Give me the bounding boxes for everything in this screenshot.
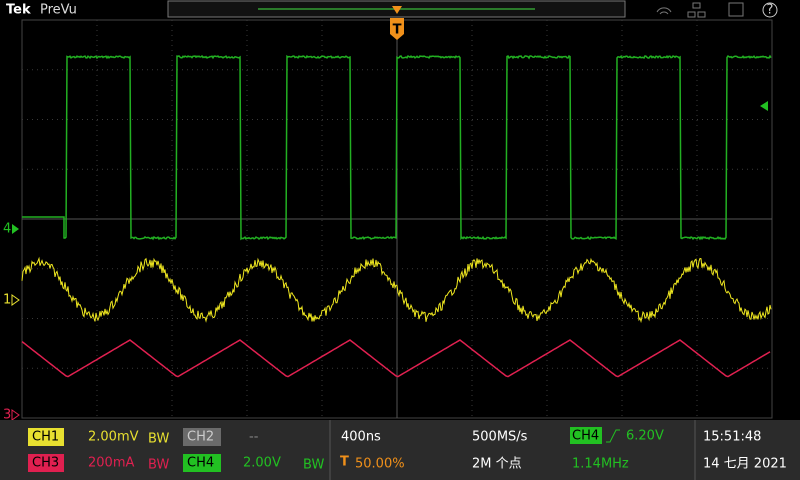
ch3-label: CH3 — [32, 456, 59, 471]
trigger-source: CH4 — [572, 429, 599, 444]
trigger-position-icon: T — [340, 455, 349, 470]
ch1-marker[interactable]: 1 — [3, 293, 11, 308]
ch3-badge[interactable] — [28, 454, 64, 472]
ch4-trace — [22, 54, 772, 241]
trigger-position-marker[interactable] — [390, 18, 404, 40]
trigger-source-badge[interactable] — [570, 427, 602, 444]
ch1-scale: 2.00mV — [88, 430, 139, 445]
trigger-level-marker — [760, 101, 768, 111]
status-panel — [0, 420, 800, 480]
trigger-arrow — [392, 6, 402, 14]
ch3-marker[interactable]: 3 — [3, 408, 11, 423]
ch1-marker-arrow — [11, 294, 20, 306]
ch4-label: CH4 — [187, 456, 214, 471]
status-icons — [656, 2, 778, 18]
brand: Tek — [6, 3, 31, 18]
ch1-badge[interactable] — [28, 428, 64, 446]
ch2-scale: -- — [249, 430, 259, 445]
ch3-trace — [21, 339, 771, 378]
record-length: 2M 个点 — [472, 457, 522, 472]
ch4-scale: 2.00V — [243, 456, 281, 471]
trigger-slope — [606, 429, 620, 443]
ch4-marker-arrow — [12, 224, 19, 234]
waveforms — [21, 54, 772, 378]
trigger-marker-label: T — [393, 23, 402, 38]
horizontal-scale[interactable]: 400ns — [341, 430, 381, 445]
ch4-marker[interactable]: 4 — [3, 222, 11, 237]
trigger-frequency: 1.14MHz — [572, 457, 629, 472]
ch1-bw: BW — [148, 432, 169, 447]
help-icon[interactable]: ? — [767, 3, 774, 18]
ch3-bw: BW — [148, 458, 169, 473]
ch1-trace — [21, 256, 772, 324]
clock-time: 15:51:48 — [703, 430, 761, 445]
ch2-label: CH2 — [187, 430, 214, 445]
trigger-level: 6.20V — [626, 429, 664, 444]
ch4-badge[interactable] — [183, 454, 221, 472]
ch1-label: CH1 — [32, 430, 59, 445]
ch2-badge[interactable] — [183, 428, 221, 446]
horizontal-position: 50.00% — [355, 457, 405, 472]
clock-date: 14 七月 2021 — [703, 457, 787, 472]
ch4-bw: BW — [303, 458, 324, 473]
ch3-scale: 200mA — [88, 456, 134, 471]
graticule — [22, 20, 772, 418]
ch3-marker-arrow — [11, 409, 20, 421]
sample-rate[interactable]: 500MS/s — [472, 430, 528, 445]
mode: PreVu — [40, 3, 77, 18]
